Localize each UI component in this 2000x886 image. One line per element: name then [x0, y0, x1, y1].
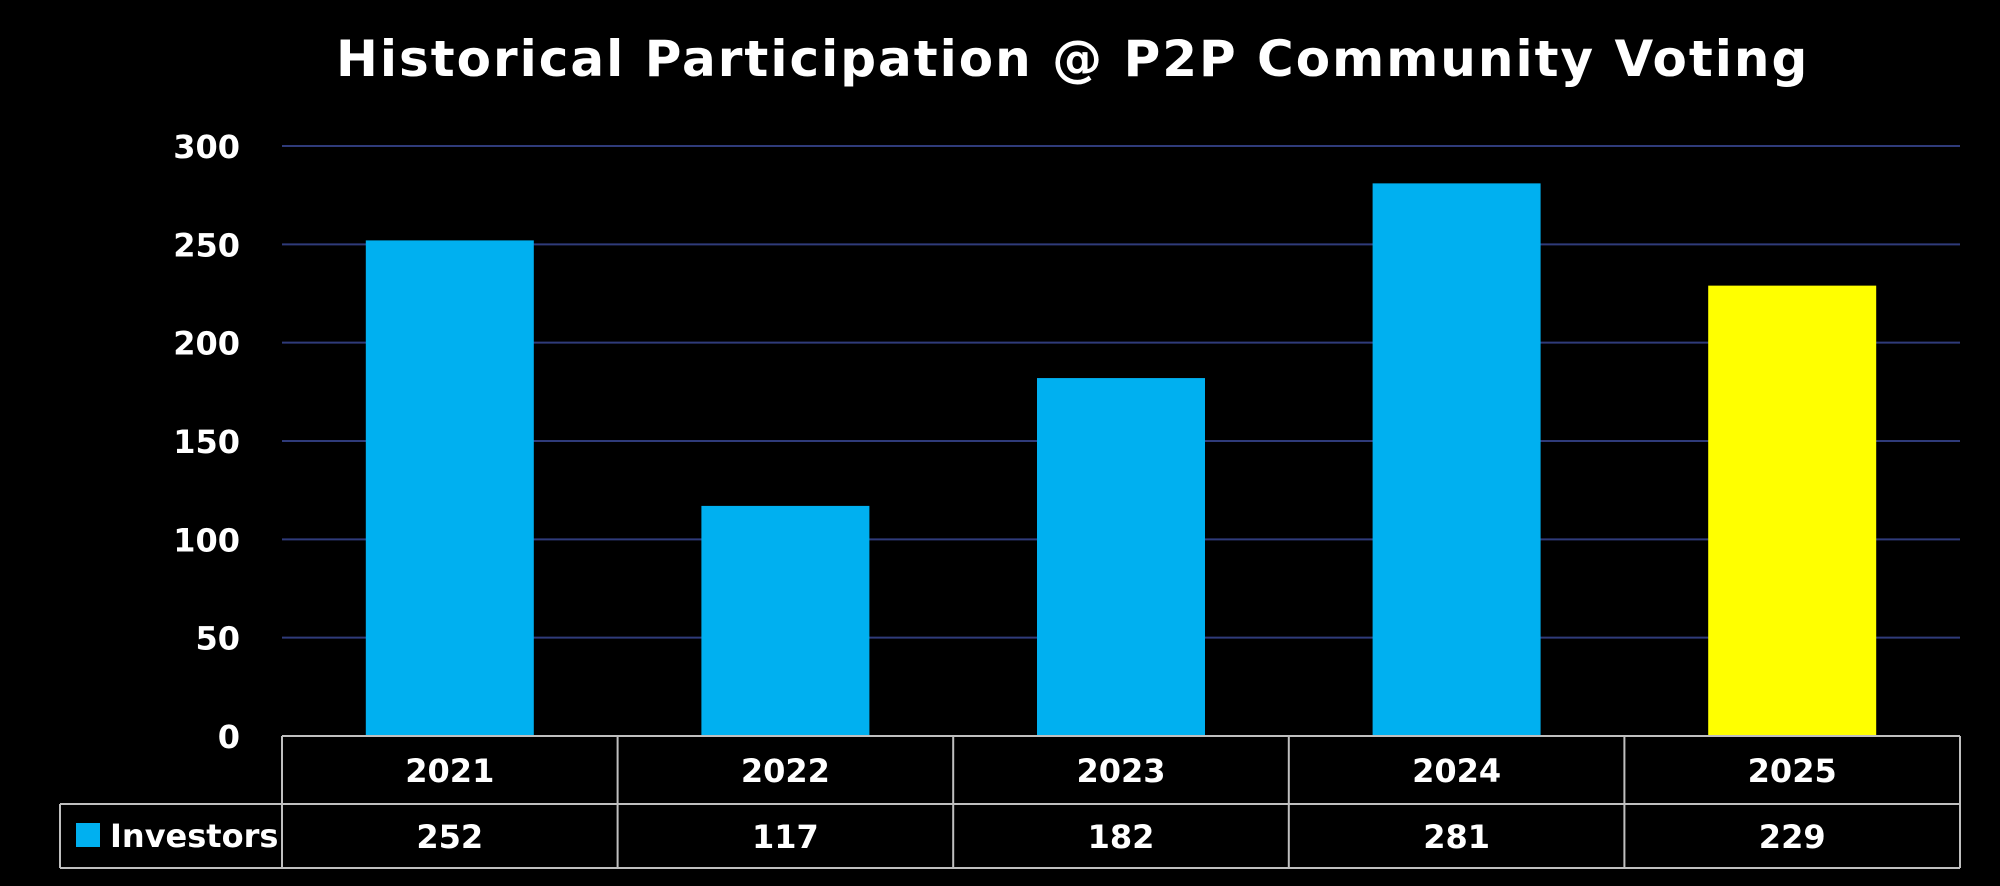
- y-tick-label: 150: [173, 423, 240, 461]
- x-tick-label: 2022: [741, 752, 830, 790]
- data-table: 2021 2022 2023 2024 2025 252 117 182 281 229 Inves…: [59, 735, 1961, 869]
- y-tick-label: 100: [173, 521, 240, 559]
- bar: [701, 505, 870, 736]
- data-label: 117: [752, 818, 819, 856]
- x-tick-label: 2021: [405, 752, 494, 790]
- chart-title-text: Historical Participation @ P2P Community…: [336, 30, 1810, 88]
- legend-label: Investors: [110, 817, 278, 855]
- bar: [1372, 183, 1541, 736]
- data-label: 281: [1423, 818, 1490, 856]
- bar: [1708, 285, 1877, 736]
- y-tick-label: 0: [218, 718, 240, 756]
- data-label: 229: [1759, 818, 1826, 856]
- y-tick-label: 50: [195, 620, 240, 658]
- data-label: 252: [416, 818, 483, 856]
- bar: [365, 240, 534, 736]
- bars: [365, 183, 1877, 736]
- y-axis: 0 50 100 150 200 250 300: [173, 128, 240, 756]
- x-tick-label: 2024: [1412, 752, 1501, 790]
- x-tick-label: 2023: [1076, 752, 1165, 790]
- y-tick-label: 250: [173, 226, 240, 264]
- y-tick-label: 200: [173, 325, 240, 363]
- x-tick-label: 2025: [1748, 752, 1837, 790]
- legend-swatch: [76, 823, 100, 847]
- y-tick-label: 300: [173, 128, 240, 166]
- bar: [1037, 378, 1205, 736]
- data-label: 182: [1088, 818, 1155, 856]
